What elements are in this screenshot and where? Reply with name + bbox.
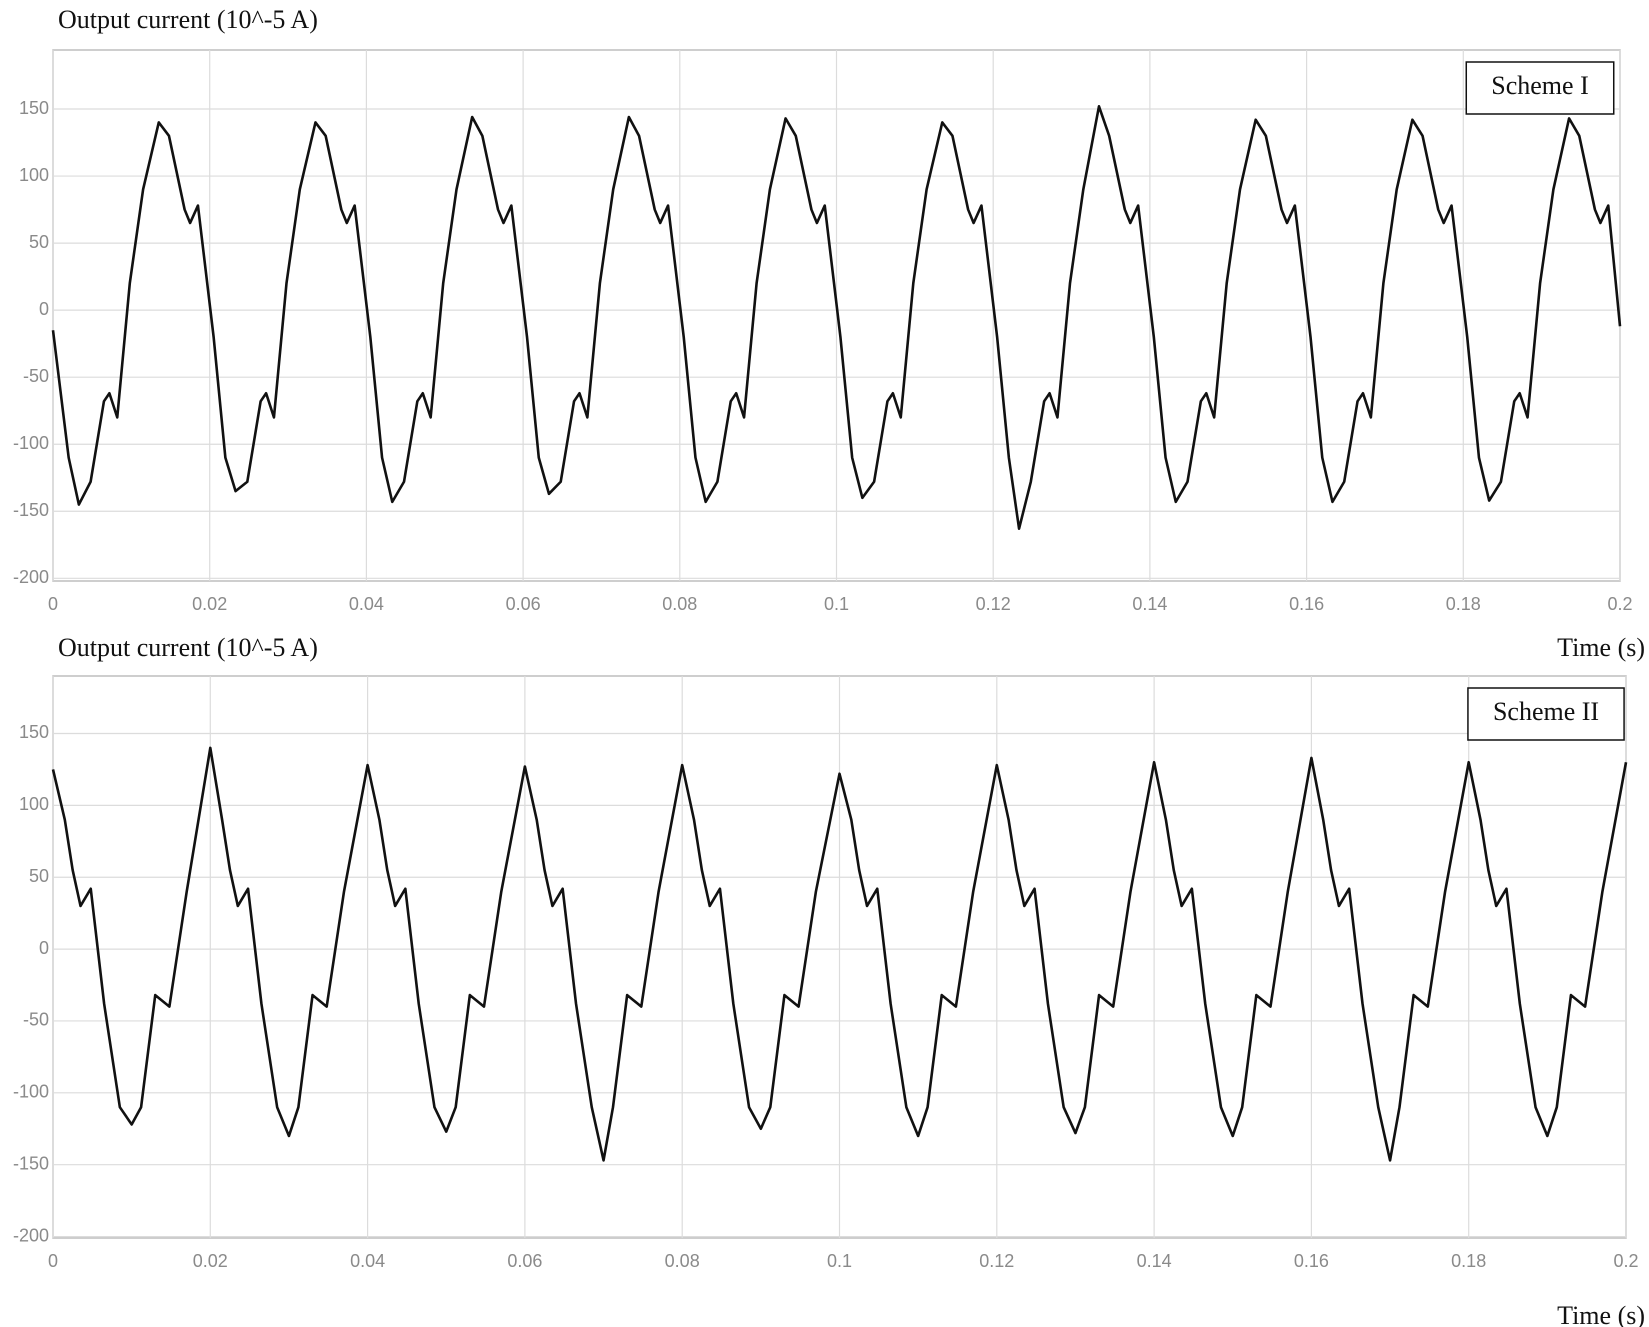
x-tick-label: 0 — [48, 1251, 58, 1271]
x-tick-label: 0.06 — [506, 594, 541, 614]
y-tick-label: 50 — [29, 232, 49, 252]
y-tick-label: -100 — [13, 433, 49, 453]
x-tick-label: 0.06 — [507, 1251, 542, 1271]
y-tick-label: -50 — [23, 366, 49, 386]
y-tick-label: -150 — [13, 1153, 49, 1173]
legend-label: Scheme II — [1493, 697, 1599, 726]
series-line — [51, 105, 1622, 530]
x-tick-label: 0.04 — [350, 1251, 385, 1271]
x-tick-label: 0.1 — [827, 1251, 852, 1271]
y-tick-label: 0 — [39, 938, 49, 958]
y-tick-label: -100 — [13, 1082, 49, 1102]
x-tick-label: 0.16 — [1289, 594, 1324, 614]
legend-box — [1467, 687, 1625, 741]
x-tick-label: 0.02 — [192, 594, 227, 614]
x-tick-label: 0.12 — [976, 594, 1011, 614]
legend-label: Scheme I — [1491, 71, 1588, 100]
x-tick-label: 0.1 — [824, 594, 849, 614]
x-tick-label: 0.14 — [1132, 594, 1167, 614]
y-tick-label: 50 — [29, 866, 49, 886]
y-tick-label: 100 — [19, 165, 49, 185]
y-tick-label: 0 — [39, 299, 49, 319]
x-axis-label: Time (s) — [1557, 633, 1645, 662]
x-axis-label: Time (s) — [1557, 1301, 1645, 1327]
series-line — [51, 746, 1628, 1162]
y-axis-label: Output current (10^-5 A) — [58, 633, 318, 662]
legend: Scheme I — [1465, 61, 1615, 115]
y-tick-label: -50 — [23, 1010, 49, 1030]
y-tick-label: -200 — [13, 1225, 49, 1245]
x-tick-label: 0.16 — [1294, 1251, 1329, 1271]
x-tick-label: 0.14 — [1137, 1251, 1172, 1271]
y-tick-label: -150 — [13, 500, 49, 520]
y-tick-label: 100 — [19, 794, 49, 814]
y-axis-label: Output current (10^-5 A) — [58, 5, 318, 34]
x-tick-label: 0.08 — [662, 594, 697, 614]
x-tick-label: 0.18 — [1451, 1251, 1486, 1271]
y-tick-label: -200 — [13, 567, 49, 587]
x-tick-label: 0.2 — [1607, 594, 1632, 614]
x-tick-label: 0.12 — [979, 1251, 1014, 1271]
x-tick-label: 0.2 — [1613, 1251, 1638, 1271]
y-tick-label: 150 — [19, 722, 49, 742]
legend-box — [1465, 61, 1615, 115]
x-tick-label: 0.02 — [193, 1251, 228, 1271]
x-tick-label: 0 — [48, 594, 58, 614]
x-tick-label: 0.04 — [349, 594, 384, 614]
x-tick-label: 0.08 — [665, 1251, 700, 1271]
x-tick-label: 0.18 — [1446, 594, 1481, 614]
legend: Scheme II — [1467, 687, 1625, 741]
y-tick-label: 150 — [19, 98, 49, 118]
